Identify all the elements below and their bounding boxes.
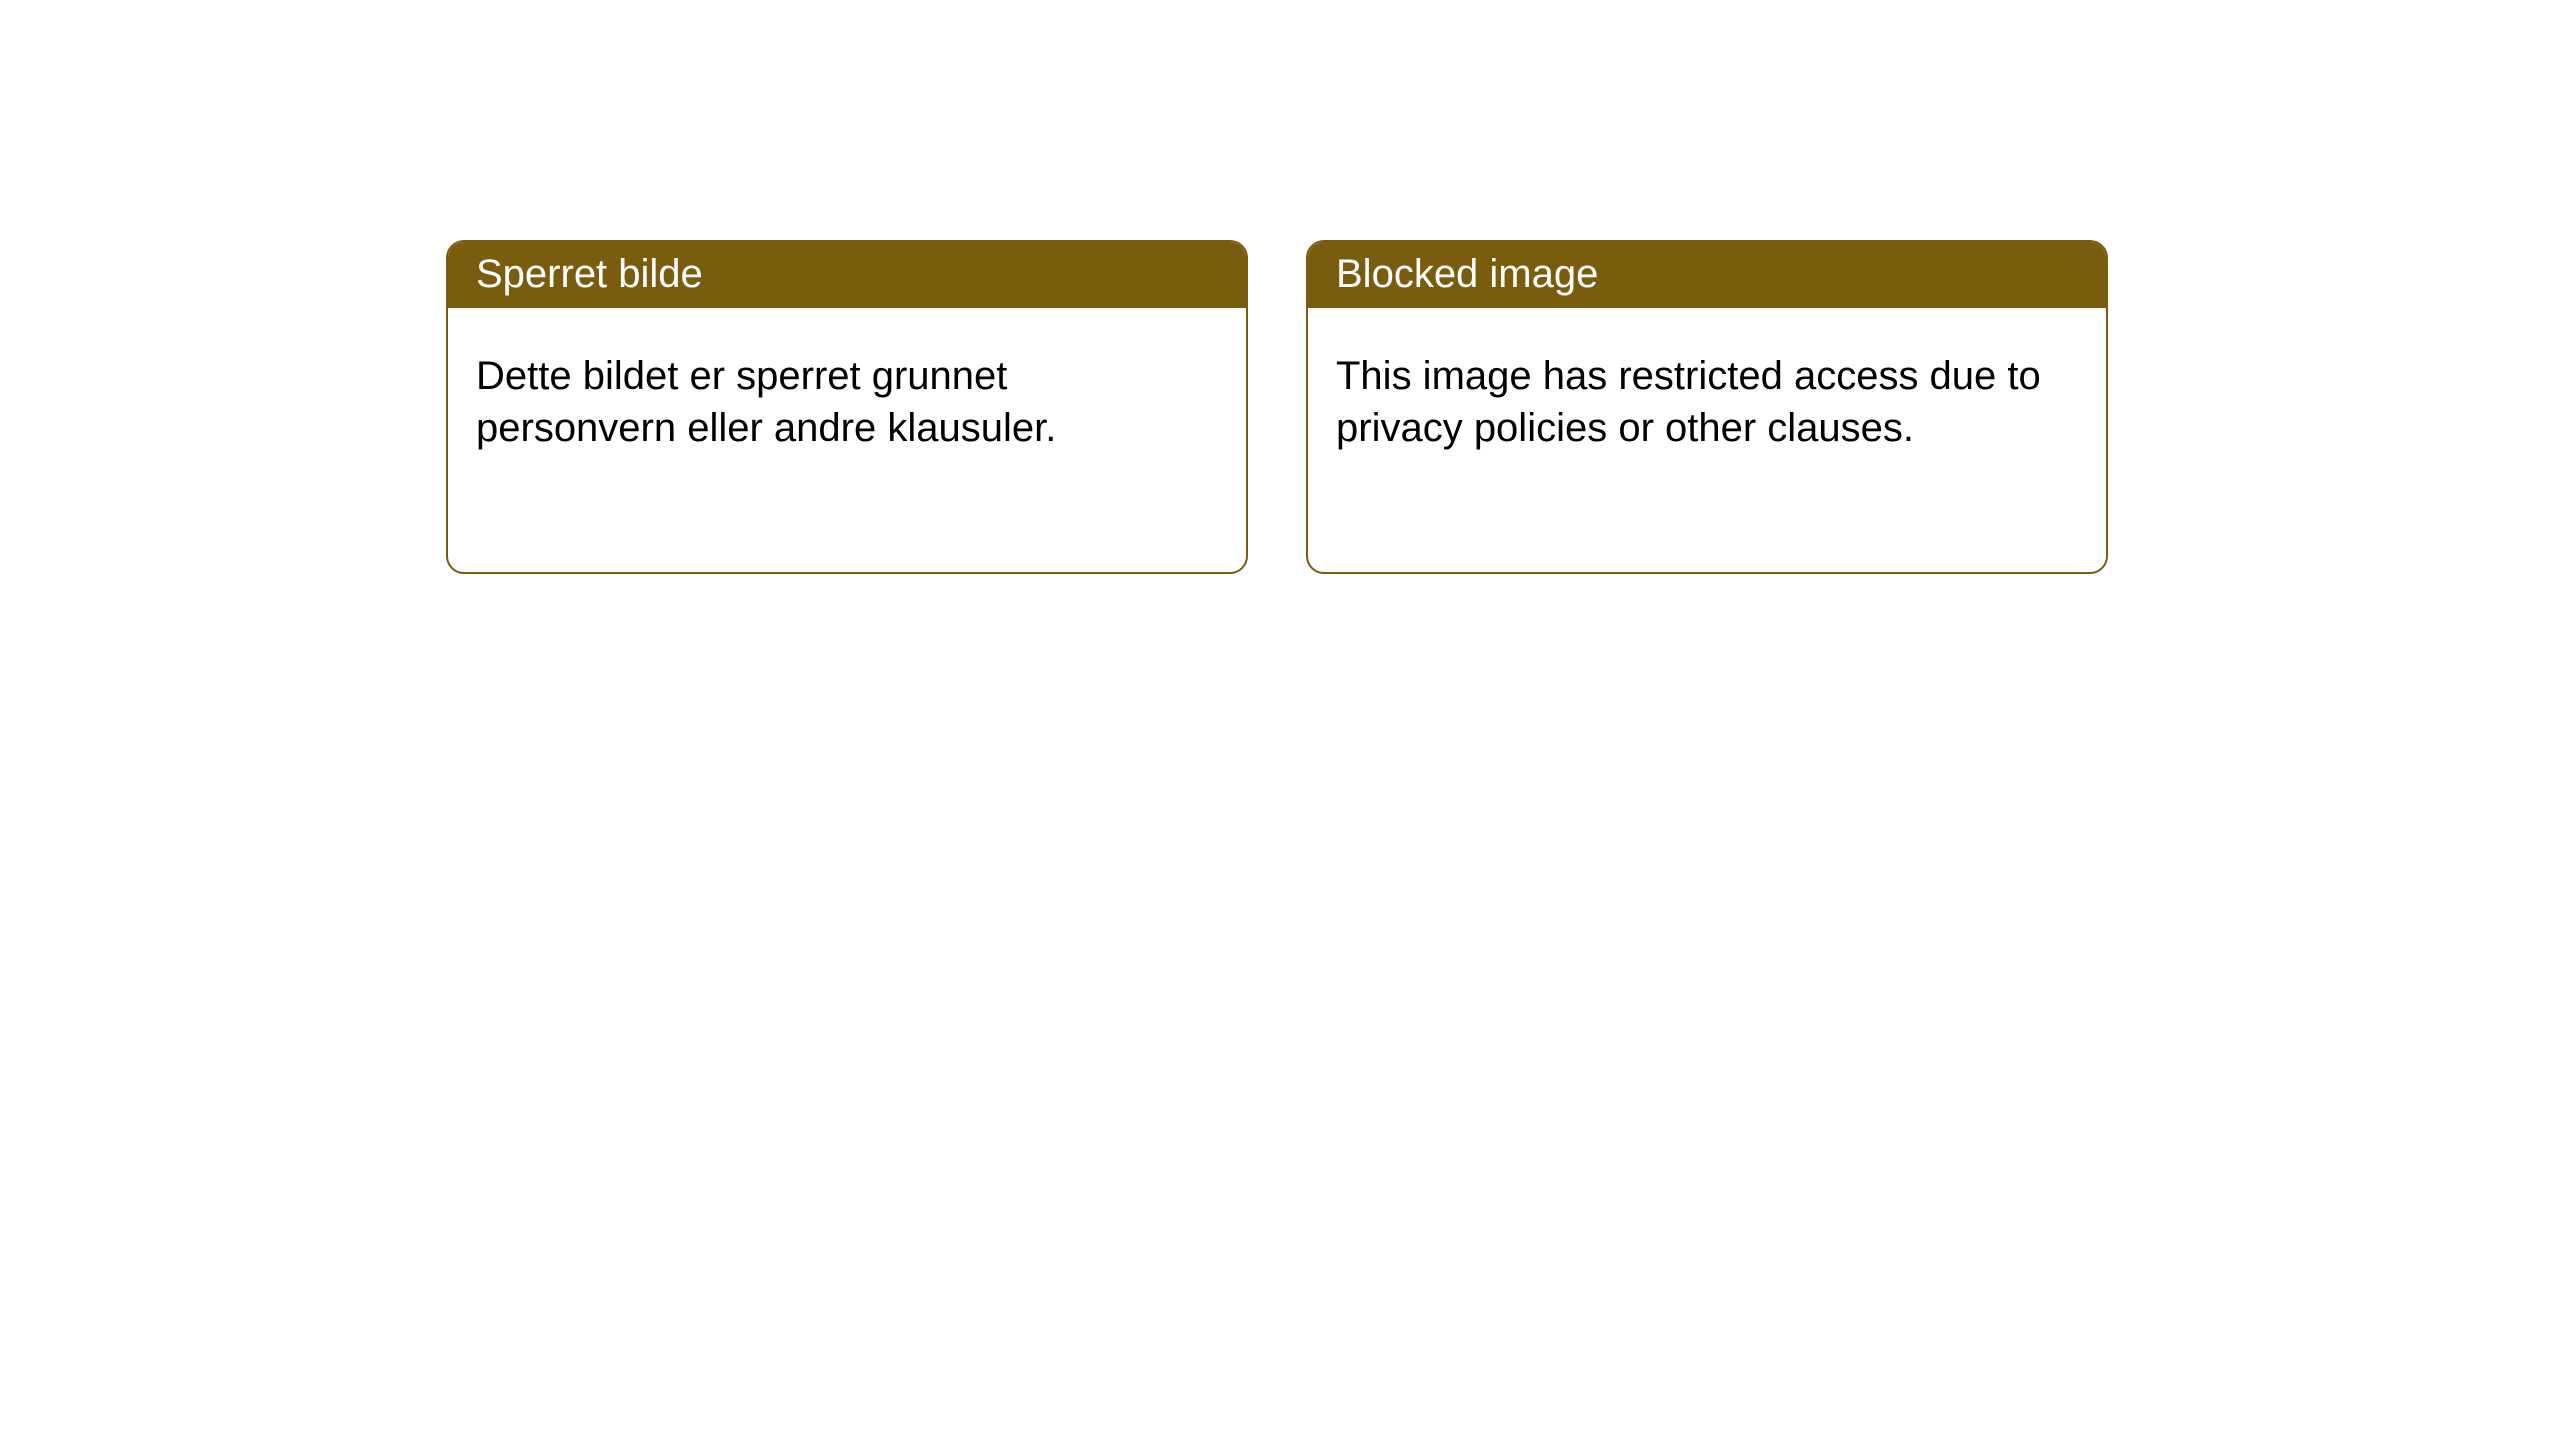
card-header: Sperret bilde: [448, 242, 1246, 308]
blocked-image-card-en: Blocked image This image has restricted …: [1306, 240, 2108, 574]
card-body-text: Dette bildet er sperret grunnet personve…: [448, 308, 1246, 482]
blocked-image-card-no: Sperret bilde Dette bildet er sperret gr…: [446, 240, 1248, 574]
card-body-text: This image has restricted access due to …: [1308, 308, 2106, 482]
card-header: Blocked image: [1308, 242, 2106, 308]
cards-container: Sperret bilde Dette bildet er sperret gr…: [446, 240, 2108, 574]
